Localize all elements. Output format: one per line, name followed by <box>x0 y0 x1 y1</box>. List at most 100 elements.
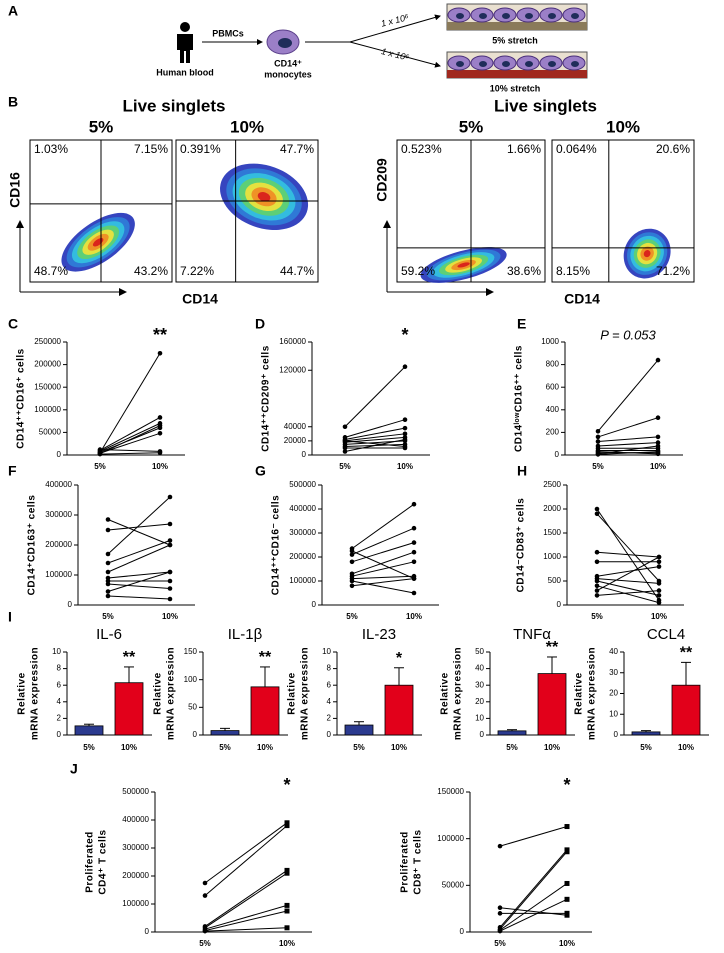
pair-line <box>596 513 660 582</box>
group-title: Live singlets <box>123 96 226 115</box>
y-tick-label: 100000 <box>122 899 149 908</box>
pair-line <box>596 566 660 577</box>
point <box>655 357 661 363</box>
y-tick-label: 10 <box>52 647 61 656</box>
pair-line <box>596 590 660 596</box>
point <box>656 593 662 598</box>
pair-line <box>107 523 171 531</box>
y-tick-label: 800 <box>546 360 560 369</box>
y-tick-label: 10 <box>475 714 484 723</box>
x-tick-label: 10% <box>279 939 295 948</box>
y-tick-label: 30 <box>609 668 618 677</box>
condition-label: 5% stretch <box>492 35 538 45</box>
chart-title: IL-1β <box>228 626 263 643</box>
y-axis-label: Relative <box>574 672 585 714</box>
point <box>594 588 600 593</box>
y-tick-label: 100000 <box>34 405 61 414</box>
pair-line <box>597 359 659 432</box>
x-tick-label: 5% <box>346 612 358 621</box>
point <box>284 867 290 873</box>
pair-line <box>107 496 171 555</box>
quadrant-value: 7.22% <box>180 264 214 278</box>
point <box>411 540 417 545</box>
y-axis-label: mRNA expression <box>453 647 464 740</box>
pair-line <box>344 366 406 428</box>
quadrant-value: 20.6% <box>656 142 690 156</box>
pair-line <box>596 580 660 596</box>
y-tick-label: 0 <box>312 600 317 609</box>
panel-label: A <box>8 3 18 19</box>
y-tick-label: 10 <box>609 709 618 718</box>
pair-line <box>344 419 406 438</box>
annotation: ** <box>680 645 693 662</box>
y-axis-label: CD14⁺⁺CD16⁻ cells <box>271 495 282 596</box>
annotation: ** <box>123 649 136 666</box>
point <box>284 823 290 829</box>
pair-line <box>351 551 415 575</box>
point <box>656 559 662 565</box>
condition-label: 10% <box>606 117 640 136</box>
pair-line <box>597 417 659 438</box>
annotation: * <box>563 775 570 795</box>
x-tick-label: 10% <box>257 743 273 752</box>
quadrant-value: 47.7% <box>280 142 314 156</box>
y-tick-label: 40 <box>609 647 618 656</box>
y-tick-label: 500000 <box>122 787 149 796</box>
pair-line <box>204 869 288 927</box>
y-tick-label: 0 <box>614 730 619 739</box>
nucleus <box>502 61 510 67</box>
point <box>656 554 662 560</box>
panel-label: F <box>8 463 17 479</box>
point <box>284 908 290 914</box>
point <box>656 581 662 586</box>
point <box>105 569 111 575</box>
point <box>656 564 662 569</box>
point <box>655 440 661 445</box>
flow-panel: B Live singlets CD14 CD16 5% 1.03% 7.15% 48.7% 4… <box>7 94 695 307</box>
panel-label: H <box>517 463 527 479</box>
pair-line <box>351 527 415 556</box>
x-tick-label: 5% <box>591 612 603 621</box>
point <box>564 896 570 902</box>
point <box>655 443 661 449</box>
point <box>202 928 208 934</box>
plot-frame <box>551 139 695 283</box>
pair-line <box>99 417 161 451</box>
membrane <box>447 22 587 30</box>
membrane <box>447 70 587 78</box>
y-tick-label: 400000 <box>122 815 149 824</box>
chart-title: IL-6 <box>96 626 122 643</box>
y-tick-label: 150000 <box>437 787 464 796</box>
panel-label: B <box>8 94 18 110</box>
y-axis-label: CD14⁺CD163⁺ cells <box>27 495 38 596</box>
pair-line <box>596 551 660 558</box>
condition-label: 10% <box>230 117 264 136</box>
x-tick-label: 5% <box>339 462 351 471</box>
y-tick-label: 200000 <box>34 360 61 369</box>
axis-label: CD14 <box>564 291 600 307</box>
point <box>105 581 111 587</box>
density <box>643 250 651 258</box>
x-tick-label: 5% <box>494 939 506 948</box>
nucleus <box>278 38 292 48</box>
y-tick-label: 2 <box>327 714 332 723</box>
point <box>656 600 662 605</box>
x-tick-label: 10% <box>544 743 560 752</box>
y-tick-label: 10 <box>322 647 331 656</box>
point <box>105 527 111 533</box>
x-tick-label: 5% <box>592 462 604 471</box>
y-tick-label: 50000 <box>442 880 465 889</box>
schematic: A Human blood PBMCs CD14⁺ monocytes 1 x … <box>8 3 588 93</box>
person-head <box>180 22 190 32</box>
point <box>167 596 173 602</box>
annotation: ** <box>546 639 559 656</box>
panel-label: G <box>255 463 266 479</box>
y-tick-label: 400000 <box>45 480 72 489</box>
point <box>655 451 661 457</box>
bar <box>671 684 701 736</box>
y-tick-label: 400 <box>546 405 560 414</box>
y-tick-label: 0 <box>68 600 73 609</box>
y-tick-label: 300000 <box>289 528 316 537</box>
pair-line <box>596 585 660 604</box>
condition-label: 10% stretch <box>490 83 541 93</box>
